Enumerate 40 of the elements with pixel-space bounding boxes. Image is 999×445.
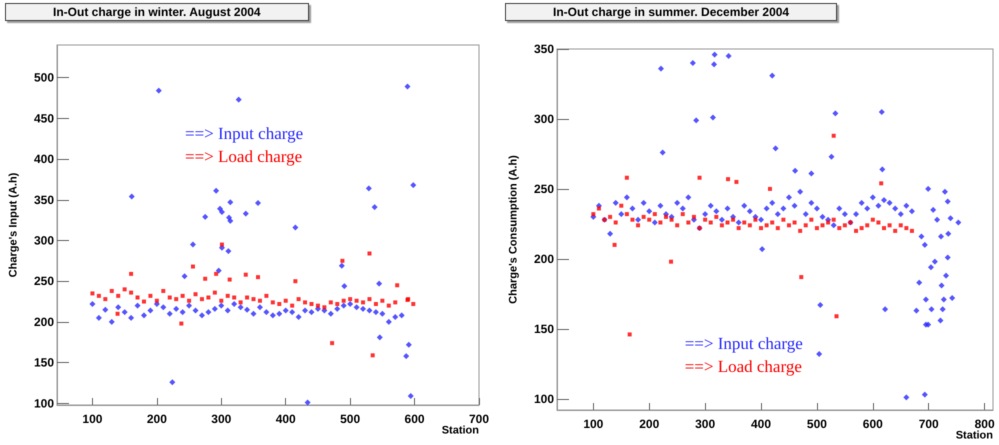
y-tick-label: 100 — [534, 392, 554, 406]
text: ==> Load charge — [185, 147, 302, 166]
x-tick-label: 400 — [276, 412, 296, 426]
chart-title: In-Out charge in winter. August 2004 — [53, 5, 261, 19]
text: ==> Load charge — [684, 357, 802, 376]
y-tick-label: 250 — [534, 182, 554, 196]
series-label: ==> Input charge — [684, 334, 803, 353]
y-tick-label: 150 — [534, 322, 554, 336]
y-tick-label: 400 — [34, 152, 54, 166]
x-tick-label: 200 — [639, 417, 660, 431]
y-tick-label: 450 — [34, 111, 54, 126]
y-tick-label: 300 — [34, 233, 54, 248]
y-tick-label: 250 — [34, 274, 54, 288]
x-tick-label: 500 — [806, 417, 828, 431]
chart-title: In-Out charge in summer. December 2004 — [553, 5, 790, 19]
y-axis-title: Charge's Consumption (A.h) — [508, 154, 520, 304]
x-tick-label: 200 — [146, 412, 168, 426]
y-tick-label: 500 — [34, 70, 54, 85]
y-tick-label: 200 — [34, 314, 54, 329]
x-tick-label: 600 — [404, 412, 425, 426]
y-tick-label: 300 — [534, 112, 554, 126]
x-tick-label: 300 — [211, 412, 232, 426]
x-tick-label: 400 — [751, 417, 772, 431]
x-tick-label: 700 — [918, 417, 940, 431]
series-label: ==> Input charge — [185, 124, 304, 143]
x-tick-label: 800 — [974, 417, 995, 431]
x-tick-label: 100 — [583, 417, 604, 431]
x-tick-label: 300 — [695, 417, 716, 431]
y-tick-label: 200 — [534, 252, 554, 266]
y-tick-label: 150 — [34, 356, 54, 370]
x-tick-label: 500 — [340, 412, 360, 426]
y-tick-label: 350 — [34, 192, 54, 207]
x-axis-title: Station — [442, 424, 480, 436]
x-tick-label: 100 — [82, 412, 103, 426]
x-axis-title: Station — [956, 430, 994, 442]
x-tick-label: 600 — [862, 417, 884, 431]
y-axis-title: Charge's Input (A.h) — [8, 172, 20, 278]
x-tick-label: 700 — [468, 412, 490, 426]
y-tick-label: 100 — [34, 396, 54, 410]
y-tick-label: 350 — [534, 42, 554, 56]
